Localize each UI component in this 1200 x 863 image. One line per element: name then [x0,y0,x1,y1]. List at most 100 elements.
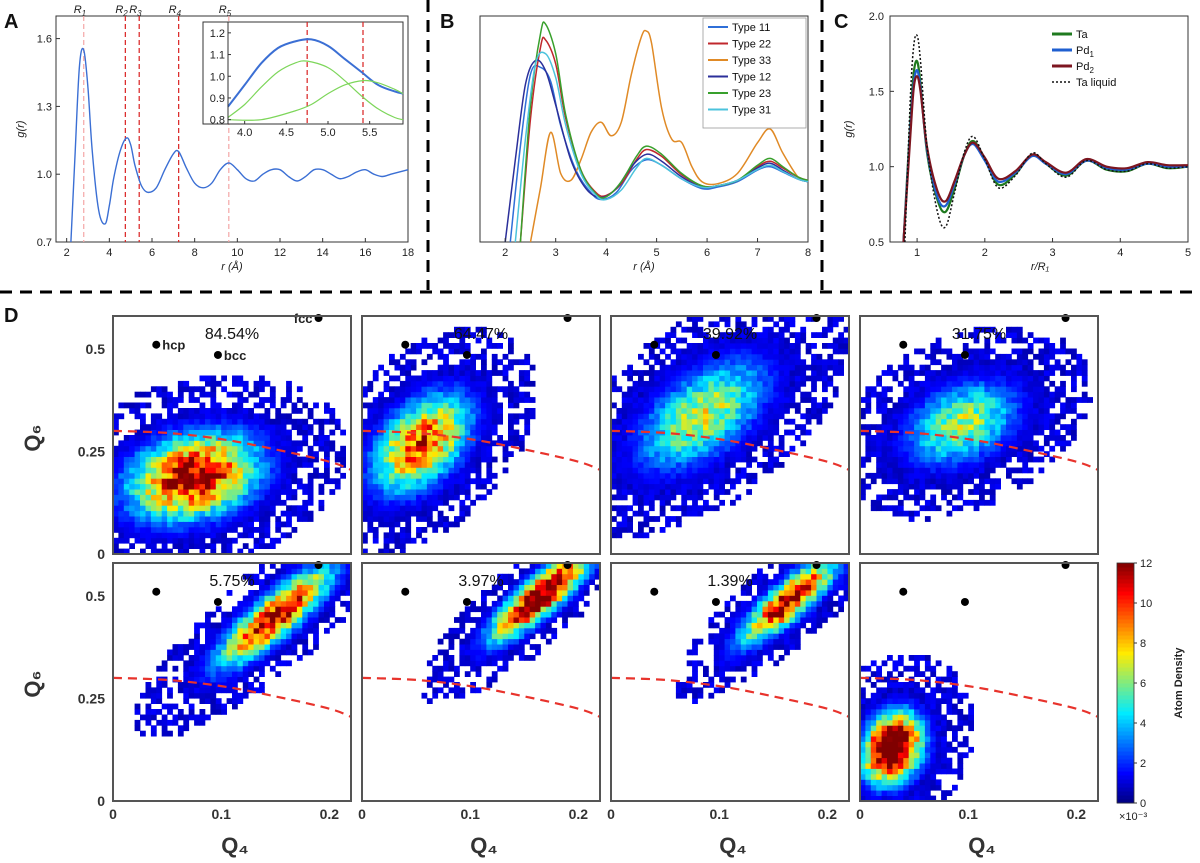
heatmap-cell [399,429,406,436]
heatmap-cell [627,364,633,371]
heatmap-cell [194,510,200,517]
heatmap-cell [470,451,476,457]
heatmap-cell [372,397,379,403]
heatmap-cell [156,445,163,452]
heatmap-cell [194,483,200,490]
heatmap-cell [248,644,254,650]
heatmap-cell [432,676,439,683]
heatmap-cell [887,424,893,430]
heatmap-cell [681,472,688,479]
heatmap-cell [941,418,947,425]
heatmap-cell [464,370,471,376]
heatmap-cell [454,418,460,425]
heatmap-cell [140,418,146,425]
heatmap-cell [887,494,893,501]
heatmap-cell [443,676,449,683]
heatmap-cell [919,494,926,501]
heatmap-cell [242,451,249,457]
heatmap-cell [540,595,547,602]
heatmap-cell [394,472,401,479]
heatmap-cell [713,424,720,430]
heatmap-cell [979,359,985,366]
percentage-label: 3.97% [458,573,503,590]
heatmap-cell [968,408,974,414]
heatmap-cell [215,413,222,420]
heatmap-cell [784,402,790,409]
heatmap-cell [140,714,146,721]
heatmap-cell [665,343,671,349]
heatmap-cell [269,499,276,506]
heatmap-cell [621,424,628,430]
heatmap-cell [145,445,152,452]
heatmap-cell [654,386,661,393]
heatmap-cell [713,478,720,485]
heatmap-cell [518,595,525,602]
heatmap-cell [665,380,671,387]
heatmap-cell [973,440,980,447]
heatmap-cell [221,451,227,457]
heatmap-cell [161,424,168,430]
heatmap-cell [995,337,1001,344]
heatmap-cell [307,462,314,468]
heatmap-cell [199,413,206,420]
heatmap-cell [730,380,736,387]
heatmap-cell [443,380,449,387]
heatmap-cell [426,510,433,517]
heatmap-cell [161,660,168,667]
heatmap-cell [481,359,487,366]
heatmap-cell [1016,429,1023,436]
heatmap-cell [952,440,958,447]
heatmap-cell [286,456,292,463]
heatmap-cell [280,573,287,580]
heatmap-cell [730,451,736,457]
heatmap-cell [1016,408,1023,414]
heatmap-cell [648,408,655,414]
heatmap-cell [286,590,292,596]
heatmap-cell [784,353,790,360]
heatmap-cell [307,489,314,495]
heatmap-cell [416,440,422,447]
heatmap-cell [952,370,958,376]
heatmap-cell [518,611,525,618]
x-tick-label: 5 [654,247,660,259]
heatmap-cell [221,435,227,441]
heatmap-cell [280,418,287,425]
heatmap-cell [860,408,866,414]
heatmap-cell [150,483,157,490]
heatmap-cell [145,435,152,441]
heatmap-cell [551,568,558,575]
heatmap-cell [1038,467,1045,474]
heatmap-cell [524,429,531,436]
heatmap-cell [177,429,184,436]
heatmap-cell [264,397,271,403]
heatmap-cell [475,418,482,425]
heatmap-cell [529,563,536,569]
heatmap-cell [286,573,292,580]
heatmap-cell [643,472,650,479]
heatmap-cell [313,579,319,585]
heatmap-cell [416,348,422,355]
heatmap-cell [518,638,525,645]
heatmap-cell [616,413,623,420]
heatmap-cell [502,391,509,398]
heatmap-cell [686,380,693,387]
heatmap-cell [730,424,736,430]
heatmap-cell [778,391,785,398]
heatmap-cell [1054,440,1061,447]
heatmap-cell [903,472,910,479]
heatmap-cell [177,472,184,479]
heatmap-cell [860,424,866,430]
heatmap-cell [237,483,244,490]
heatmap-cell [930,456,937,463]
heatmap-cell [475,408,482,414]
heatmap-cell [502,456,509,463]
heatmap-cell [259,687,265,694]
heatmap-cell [318,595,325,602]
heatmap-cell [611,505,617,512]
heatmap-cell [194,451,200,457]
heatmap-cell [703,370,709,376]
heatmap-cell [183,445,190,452]
heatmap-cell [454,343,460,349]
heatmap-cell [459,655,466,661]
heatmap-cell [751,370,758,376]
